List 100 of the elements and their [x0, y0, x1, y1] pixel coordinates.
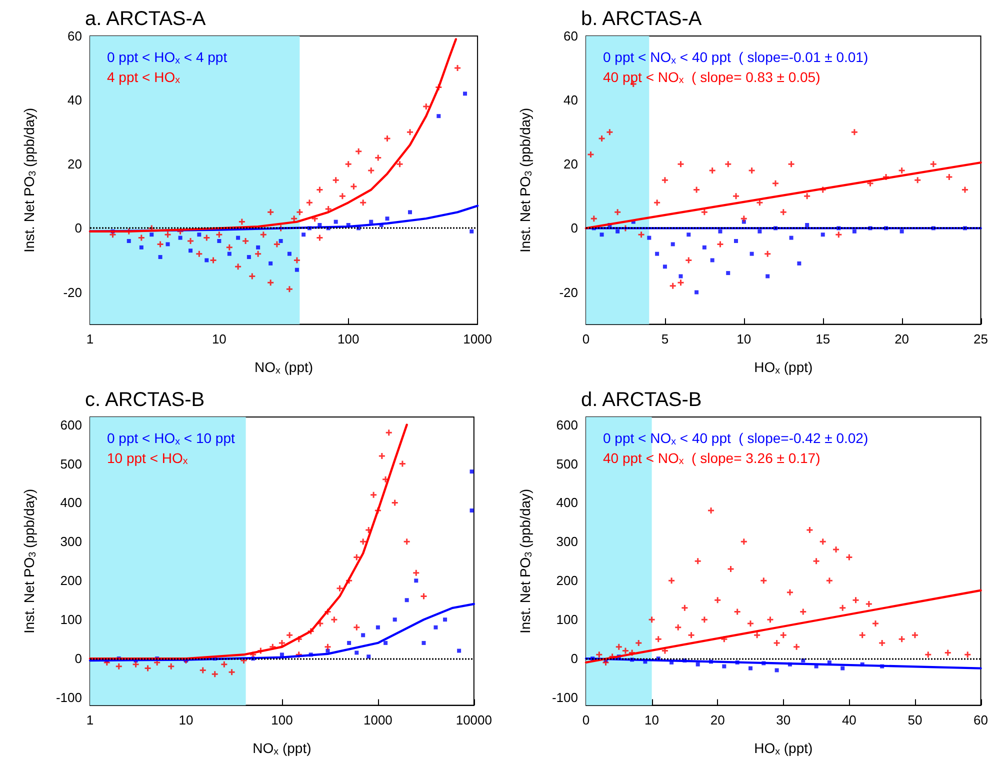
y-tick-label: -20 — [559, 284, 578, 300]
point — [898, 168, 905, 174]
y-tick-label: 400 — [60, 495, 82, 510]
y-tick-label: 0 — [570, 651, 578, 666]
point — [734, 608, 740, 615]
point — [794, 644, 800, 650]
x-tick-label: 5 — [661, 331, 669, 346]
point — [710, 258, 714, 262]
point — [596, 652, 602, 658]
y-axis-title: Inst. Net PO3 (ppb/day) — [21, 108, 38, 253]
x-tick-label: 10000 — [456, 712, 492, 728]
point — [866, 601, 872, 608]
point — [682, 604, 688, 611]
y-tick-label: 60 — [68, 28, 82, 44]
point — [600, 232, 604, 237]
x-tick-label: 25 — [974, 331, 988, 346]
point — [718, 229, 722, 234]
point — [747, 620, 754, 626]
x-tick-label: 50 — [908, 712, 922, 728]
point — [701, 616, 708, 623]
y-tick-label: 300 — [60, 534, 82, 550]
point — [800, 608, 806, 615]
point — [590, 216, 597, 222]
x-tick-label: 20 — [710, 712, 725, 728]
point — [813, 558, 820, 564]
y-tick-label: 0 — [570, 220, 578, 236]
point — [668, 578, 675, 584]
point — [788, 161, 794, 168]
y-tick-label: 500 — [556, 456, 578, 472]
point — [786, 589, 793, 596]
point — [662, 264, 667, 269]
point — [598, 136, 605, 142]
point — [780, 209, 786, 216]
point — [678, 274, 683, 278]
point — [930, 161, 936, 168]
point — [914, 177, 921, 184]
x-tick-label: 0 — [582, 712, 590, 728]
x-tick-label: 1 — [86, 712, 94, 728]
point — [734, 239, 738, 244]
point — [638, 232, 644, 238]
point — [748, 666, 752, 670]
x-tick-label: 20 — [894, 331, 910, 346]
point — [946, 174, 952, 180]
point — [820, 232, 825, 237]
chart-title: c. ARCTAS-B — [85, 389, 205, 411]
x-tick-label: 60 — [974, 712, 988, 728]
x-tick-label: 0 — [582, 331, 590, 346]
point — [797, 261, 802, 266]
y-tick-label: 0 — [74, 651, 82, 666]
chart-title: b. ARCTAS-A — [581, 8, 702, 30]
point — [750, 252, 754, 256]
point — [701, 209, 708, 216]
point — [840, 604, 846, 611]
chart-title: a. ARCTAS-A — [85, 8, 206, 30]
point — [840, 666, 845, 670]
point — [694, 558, 701, 564]
point — [748, 168, 755, 174]
point — [805, 222, 810, 227]
x-tick-label: 1 — [86, 331, 94, 346]
point — [616, 229, 620, 234]
x-tick-label: 100 — [338, 331, 360, 346]
point — [804, 193, 810, 200]
point — [614, 209, 621, 216]
point — [606, 129, 613, 136]
x-tick-label: 1000 — [363, 712, 392, 728]
point — [686, 257, 692, 264]
point — [852, 229, 856, 234]
y-tick-label: 100 — [556, 612, 578, 628]
point — [772, 180, 778, 186]
x-tick-label: 10 — [644, 712, 660, 728]
y-tick-label: 600 — [556, 417, 578, 432]
point — [694, 290, 699, 294]
point — [725, 161, 732, 168]
point — [686, 232, 691, 237]
point — [709, 168, 716, 174]
point — [962, 186, 968, 193]
point — [836, 232, 842, 238]
x-tick-label: 40 — [842, 712, 856, 728]
point — [826, 578, 832, 584]
y-tick-label: -100 — [56, 690, 82, 706]
y-axis-title: Inst. Net PO3 (ppb/day) — [517, 488, 534, 634]
point — [670, 282, 676, 289]
point — [846, 554, 852, 560]
point — [722, 664, 726, 668]
point — [851, 129, 858, 136]
point — [588, 152, 594, 158]
x-tick-label: 15 — [816, 331, 830, 346]
point — [688, 632, 694, 638]
point — [616, 644, 622, 650]
point — [944, 650, 951, 656]
point — [728, 566, 734, 572]
point — [964, 652, 971, 658]
y-tick-label: 200 — [60, 573, 82, 588]
point — [714, 597, 721, 604]
point — [702, 245, 706, 250]
x-tick-label: 1000 — [463, 331, 492, 346]
y-tick-label: 20 — [564, 156, 578, 172]
x-tick-label: 10 — [178, 712, 194, 728]
y-tick-label: 300 — [556, 534, 578, 550]
point — [655, 636, 662, 642]
